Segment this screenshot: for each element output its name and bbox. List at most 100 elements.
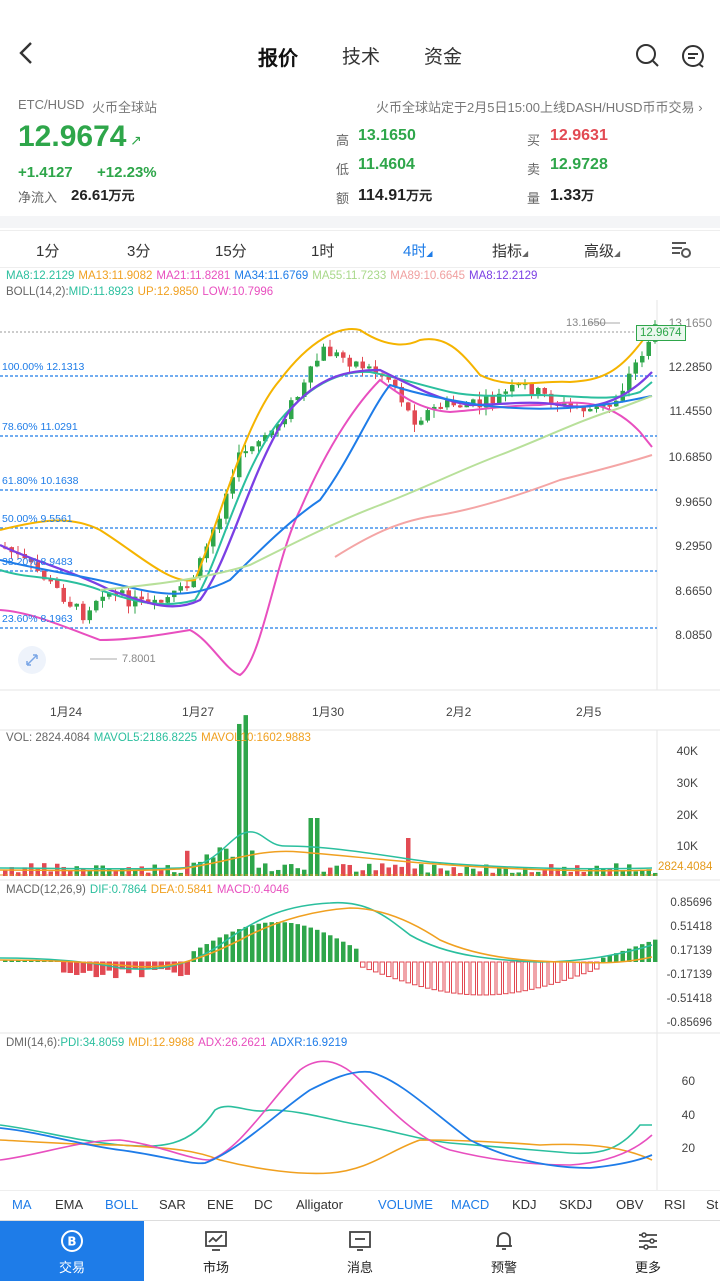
candle (334, 352, 339, 357)
indicator-st[interactable]: St (706, 1197, 719, 1212)
candle (42, 570, 47, 580)
volume-bar (438, 868, 443, 876)
volume-bar (542, 869, 547, 876)
candle (230, 477, 235, 494)
macd-bar (360, 961, 366, 968)
tab-quote[interactable]: 报价 (258, 48, 298, 70)
legend-mavol5: MAVOL5:2186.8225 (93, 732, 198, 744)
legend-ma34: MA34:11.6769 (234, 270, 309, 282)
macd-axis-label: 0.51418 (670, 921, 712, 933)
nav-market[interactable]: 市场 (144, 1221, 288, 1281)
indicator-menu[interactable]: 指标◢ (492, 243, 529, 260)
macd-bar (392, 961, 398, 980)
legend-ma89: MA89:10.6645 (390, 270, 466, 282)
candle (315, 360, 320, 367)
volume-bar (256, 867, 261, 876)
macd-axis-label: -0.85696 (666, 1017, 712, 1029)
chart-canvas[interactable] (0, 300, 720, 1190)
volume-bar (230, 856, 235, 876)
indicator-macd[interactable]: MACD (451, 1197, 490, 1212)
indicator-alligator[interactable]: Alligator (296, 1197, 343, 1212)
nav-message[interactable]: 消息 (288, 1221, 432, 1281)
candle (477, 399, 482, 408)
candle (367, 366, 372, 369)
volume-bar (516, 872, 521, 876)
candle (627, 373, 632, 391)
volume-bar (3, 870, 8, 876)
high-label: 高 (336, 133, 350, 148)
nav-alert[interactable]: 预警 (432, 1221, 576, 1281)
interval-4h[interactable]: 4时◢ (403, 243, 433, 260)
indicator-sar[interactable]: SAR (159, 1197, 186, 1212)
macd-bar (373, 961, 379, 973)
volume-bar (471, 868, 476, 876)
candle (354, 361, 359, 367)
indicator-skdj[interactable]: SKDJ (559, 1197, 593, 1212)
macd-bar (29, 960, 34, 962)
candle (646, 341, 651, 356)
candle (282, 419, 287, 425)
search-icon[interactable] (634, 42, 662, 70)
advanced-menu[interactable]: 高级◢ (584, 243, 621, 260)
notice-link[interactable]: 火币全球站定于2月5日15:00上线DASH/HUSD币币交易 › (376, 97, 706, 116)
macd-bar (614, 953, 619, 962)
candle (594, 405, 599, 410)
nav-trade[interactable]: B 交易 (0, 1221, 144, 1281)
candle (61, 587, 66, 602)
tab-funds[interactable]: 资金 (424, 47, 463, 68)
interval-15m[interactable]: 15分 (215, 243, 247, 260)
candle (81, 603, 86, 621)
date-label: 2月5 (576, 705, 602, 719)
buy-value: 12.9631 (550, 127, 608, 144)
nav-label: 交易 (58, 1260, 85, 1275)
macd-bar (61, 961, 67, 973)
price-axis-label: 8.6650 (675, 584, 712, 598)
candle (139, 596, 144, 600)
candle (549, 393, 554, 404)
nav-label: 更多 (634, 1260, 661, 1275)
volume-bar (419, 864, 424, 876)
indicator-rsi[interactable]: RSI (664, 1197, 686, 1212)
volume-bar (347, 864, 352, 876)
indicator-obv[interactable]: OBV (616, 1197, 644, 1212)
macd-bar (256, 923, 261, 962)
notice-text: 火币全球站定于2月5日15:00上线DASH/HUSD币币交易 (376, 100, 695, 115)
chart-settings-icon[interactable] (670, 238, 692, 260)
indicator-ene[interactable]: ENE (207, 1197, 234, 1212)
candle (211, 529, 216, 547)
indicator-volume[interactable]: VOLUME (378, 1197, 433, 1212)
tab-technical[interactable]: 技术 (342, 47, 381, 68)
macd-bar (93, 961, 99, 978)
nav-more[interactable]: 更多 (576, 1221, 720, 1281)
interval-1h[interactable]: 1时 (311, 243, 335, 260)
indicator-ema[interactable]: EMA (55, 1197, 84, 1212)
expand-icon[interactable] (18, 646, 46, 674)
indicator-dc[interactable]: DC (254, 1197, 273, 1212)
candle (55, 579, 60, 588)
macd-bar (464, 961, 470, 995)
interval-1m[interactable]: 1分 (36, 243, 60, 260)
candle (581, 407, 586, 412)
legend-pdi: PDI:34.8059 (60, 1037, 125, 1049)
vol-current-tag: 2824.4084 (658, 861, 713, 873)
macd-bar (315, 929, 320, 962)
volume-bar (185, 850, 190, 876)
back-icon[interactable] (14, 38, 44, 72)
indicator-ma[interactable]: MA (12, 1197, 32, 1212)
indicator-kdj[interactable]: KDJ (512, 1197, 537, 1212)
date-label: 2月2 (446, 705, 472, 719)
legend-mid: MID:11.8923 (68, 286, 134, 298)
price-change: +1.4127 (18, 164, 73, 181)
candle (133, 596, 138, 607)
indicator-boll[interactable]: BOLL (105, 1197, 139, 1212)
legend-low: LOW:10.7996 (202, 286, 274, 298)
legend-mdi: MDI:12.9988 (128, 1037, 195, 1049)
chat-icon[interactable] (679, 42, 707, 70)
nav-label: 预警 (490, 1260, 517, 1275)
boll-legend: BOLL(14,2):MID:11.8923 UP:12.9850 LOW:10.7… (6, 286, 277, 298)
interval-3m[interactable]: 3分 (127, 243, 151, 260)
candle (419, 420, 424, 425)
macd-bar (126, 961, 132, 974)
volume-bar (9, 867, 14, 876)
legend-boll: BOLL(14,2): (6, 286, 69, 298)
